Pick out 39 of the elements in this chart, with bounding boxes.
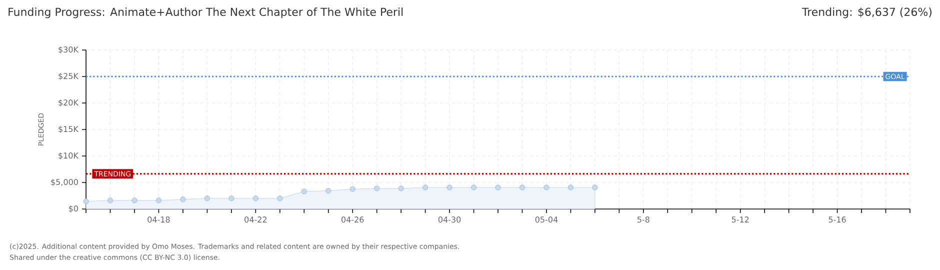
x-tick-label: 5-12 (732, 216, 749, 223)
point (568, 184, 574, 190)
x-tick-label: 5-16 (828, 216, 846, 223)
x-tick-label: 04-22 (244, 216, 266, 223)
point (398, 186, 404, 192)
point (252, 196, 258, 202)
point (544, 184, 550, 190)
point (83, 198, 89, 204)
point (156, 198, 162, 204)
y-tick-label: $5,000 (51, 178, 78, 186)
point (301, 188, 307, 194)
y-tick-label: $0 (68, 205, 78, 213)
x-tick-label: 05-04 (535, 216, 558, 223)
point (592, 184, 598, 190)
y-tick-label: $15K (58, 126, 79, 134)
x-tick-label: 04-26 (342, 216, 364, 223)
x-tick-label: 04-18 (148, 216, 170, 223)
y-tick-label: $10K (58, 152, 79, 160)
y-tick-label: $20K (58, 99, 79, 107)
point (519, 184, 526, 190)
x-tick-label: 5-8 (637, 216, 650, 223)
y-tick-label: $30K (58, 46, 79, 54)
point (374, 186, 380, 192)
point (180, 196, 186, 202)
point (326, 188, 332, 194)
point (107, 198, 114, 204)
x-tick-label: 04-30 (438, 216, 461, 223)
chart-subtitle: Trending: $6,637 (26%) (802, 8, 932, 18)
point (470, 184, 477, 190)
point (495, 184, 501, 190)
point (446, 184, 452, 190)
y-tick-label: $25K (58, 72, 79, 80)
point (350, 186, 356, 192)
point (228, 196, 234, 202)
point (422, 184, 428, 190)
point (277, 196, 283, 202)
point (204, 196, 210, 202)
point (132, 198, 138, 204)
chart-title: Funding Progress: Animate+Author The Next Chapter of The White Peril (8, 8, 403, 18)
